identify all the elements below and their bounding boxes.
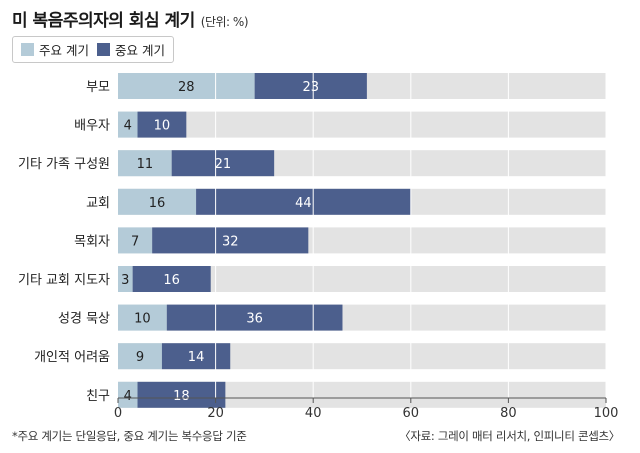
x-tick-label: 80 (500, 406, 517, 421)
bar-secondary (137, 381, 226, 408)
bar-secondary (161, 343, 231, 370)
data-label-primary: 16 (149, 196, 166, 211)
data-label-primary: 28 (178, 80, 195, 95)
data-label-secondary: 32 (222, 234, 239, 249)
data-label-primary: 4 (124, 389, 132, 404)
data-label-secondary: 10 (154, 119, 171, 134)
data-label-secondary: 16 (163, 273, 180, 288)
bar-primary (118, 188, 197, 215)
data-label-primary: 3 (121, 273, 129, 288)
x-tick-label: 40 (305, 406, 322, 421)
bar-primary (118, 150, 172, 177)
bar-primary (118, 73, 255, 99)
category-label: 교회 (86, 196, 110, 211)
footnote: *주요 계기는 단일응답, 중요 계기는 복수응답 기준 (12, 429, 247, 443)
bar-primary (118, 111, 138, 138)
data-label-secondary: 23 (302, 80, 319, 95)
unit-label: (단위: %) (200, 15, 249, 29)
legend-label-primary: 주요 계기 (39, 43, 89, 58)
data-label-secondary: 14 (188, 350, 205, 365)
legend-swatch-secondary (96, 43, 110, 56)
category-label: 기타 가족 구성원 (18, 157, 110, 172)
category-label: 기타 교회 지도자 (18, 273, 110, 288)
data-label-secondary: 44 (295, 196, 312, 211)
category-label: 성경 묵상 (58, 312, 110, 327)
data-label-secondary: 18 (173, 389, 190, 404)
source-note: 〈자료: 그레이 매터 리서치, 인피니티 콘셉츠〉 (399, 429, 620, 443)
data-label-primary: 9 (136, 350, 144, 365)
x-tick-label: 60 (403, 406, 420, 421)
category-label: 목회자 (74, 234, 110, 249)
bar-secondary (254, 73, 367, 99)
chart-title-text: 미 복음주의자의 회심 계기 (12, 11, 195, 31)
data-label-primary: 7 (131, 234, 139, 249)
data-label-secondary: 36 (246, 312, 263, 327)
bar-primary (118, 343, 162, 370)
legend-item-secondary: 중요 계기 (96, 40, 165, 59)
category-label: 부모 (86, 80, 110, 95)
category-label: 개인적 어려움 (34, 350, 110, 365)
bar-secondary (171, 150, 275, 177)
x-tick-label: 100 (594, 406, 619, 421)
bar-secondary (132, 266, 211, 292)
category-label: 친구 (86, 389, 110, 404)
data-label-primary: 10 (134, 312, 151, 327)
x-tick-label: 20 (207, 406, 224, 421)
legend-item-primary: 주요 계기 (21, 40, 89, 59)
bar-primary (118, 381, 138, 408)
category-label: 배우자 (74, 119, 110, 134)
bar-primary (118, 266, 133, 292)
bar-secondary (196, 188, 411, 215)
bar-primary (118, 304, 167, 331)
data-label-secondary: 21 (215, 157, 232, 172)
bar-secondary (152, 227, 309, 254)
chart-title: 미 복음주의자의 회심 계기 (단위: %) (12, 6, 249, 31)
legend: 주요 계기 중요 계기 (12, 36, 174, 63)
data-label-primary: 4 (124, 119, 132, 134)
data-label-primary: 11 (137, 157, 154, 172)
legend-swatch-primary (21, 43, 34, 56)
bar-track (118, 111, 606, 138)
bar-secondary (137, 111, 187, 138)
bar-primary (118, 227, 153, 254)
legend-label-secondary: 중요 계기 (114, 43, 165, 58)
x-tick-label: 0 (114, 406, 122, 421)
